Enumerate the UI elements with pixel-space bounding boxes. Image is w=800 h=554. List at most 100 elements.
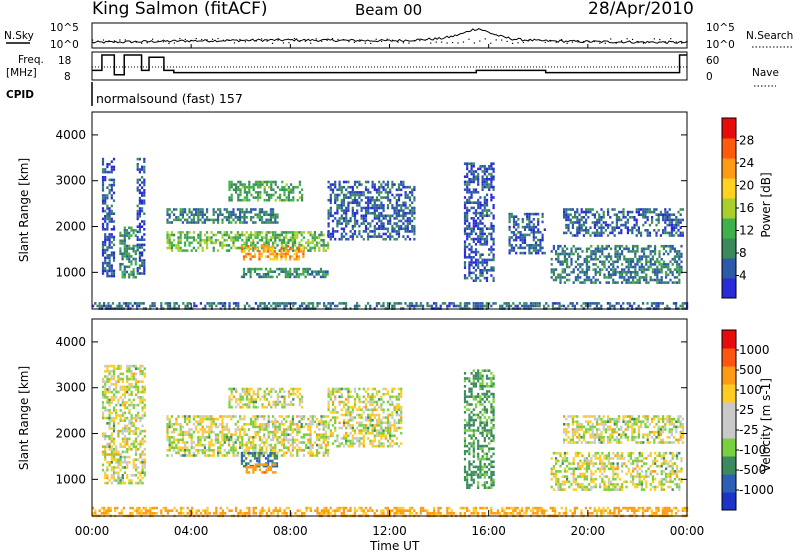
range-cell (272, 180, 275, 184)
range-cell (119, 239, 122, 243)
range-cell (250, 208, 253, 211)
range-cell (160, 302, 163, 305)
range-cell (219, 302, 222, 305)
range-cell (272, 454, 275, 457)
range-cell (612, 278, 615, 282)
range-cell (112, 375, 116, 378)
range-cell (605, 257, 608, 261)
range-cell (289, 425, 292, 429)
range-cell (104, 251, 107, 254)
range-cell (481, 230, 484, 233)
range-cell (400, 206, 403, 210)
freq-strip: Freq. [MHz] 18 8 60 0 Nave (6, 51, 779, 87)
range-cell (327, 449, 330, 452)
range-cell (360, 209, 363, 212)
range-cell (369, 198, 372, 202)
range-cell (267, 270, 270, 273)
range-cell (483, 240, 486, 243)
range-cell (468, 178, 471, 181)
range-cell (246, 403, 249, 406)
range-cell (413, 232, 416, 236)
range-cell (528, 233, 531, 237)
range-cell (340, 185, 343, 189)
range-cell (393, 302, 396, 305)
range-cell (670, 229, 673, 232)
range-cell (179, 238, 182, 242)
range-cell (234, 213, 237, 216)
range-cell (272, 423, 275, 426)
range-cell (309, 420, 312, 423)
range-cell (397, 230, 401, 233)
range-cell (595, 304, 598, 308)
range-cell (117, 435, 120, 438)
range-cell (123, 455, 127, 459)
range-cell (329, 201, 332, 205)
range-cell (406, 222, 409, 225)
range-cell (166, 241, 169, 245)
range-cell (269, 257, 272, 261)
range-cell (110, 165, 113, 169)
range-cell (112, 370, 116, 373)
range-cell (397, 219, 401, 223)
range-cell (195, 238, 198, 242)
range-cell (252, 398, 255, 401)
range-cell (591, 302, 594, 305)
range-cell (247, 210, 250, 214)
range-cell (530, 246, 533, 250)
range-cell (177, 246, 180, 250)
range-cell (264, 275, 268, 279)
range-cell (307, 417, 310, 421)
nsearch-point (577, 41, 579, 43)
range-cell (230, 196, 233, 199)
range-cell (283, 241, 286, 245)
range-cell (479, 302, 482, 305)
range-cell (336, 230, 339, 233)
range-cell (230, 216, 233, 219)
range-cell (247, 252, 250, 256)
range-cell (280, 443, 283, 447)
range-cell (302, 454, 305, 457)
range-cell (625, 270, 628, 274)
range-cell (643, 255, 646, 258)
range-cell (190, 436, 193, 439)
range-cell (232, 244, 235, 247)
range-cell (138, 272, 141, 275)
range-cell (239, 400, 242, 404)
range-cell (239, 208, 242, 211)
range-cell (353, 232, 357, 236)
range-cell (268, 403, 271, 406)
range-cell (232, 236, 235, 239)
range-cell (134, 450, 138, 454)
range-cell (143, 375, 146, 378)
range-cell (671, 244, 674, 248)
range-cell (143, 199, 146, 202)
range-cell (364, 209, 368, 212)
range-cell (286, 275, 290, 279)
range-cell (106, 409, 109, 412)
range-cell (121, 401, 124, 404)
range-cell (128, 234, 131, 237)
range-cell (353, 180, 357, 184)
range-cell (136, 215, 139, 218)
range-cell (134, 275, 137, 279)
range-cell (177, 241, 180, 245)
range-cell (243, 443, 246, 447)
range-cell (217, 216, 220, 219)
range-cell (280, 231, 283, 234)
range-cell (230, 246, 233, 250)
range-cell (662, 265, 665, 269)
range-cell (474, 258, 478, 262)
range-cell (132, 268, 135, 271)
range-cell (285, 420, 288, 423)
range-cell (228, 451, 231, 455)
range-cell (338, 222, 341, 225)
range-cell (627, 278, 630, 282)
range-cell (568, 265, 571, 269)
range-cell (212, 451, 215, 455)
range-cell (239, 446, 242, 449)
range-cell (320, 244, 323, 247)
range-cell (143, 160, 146, 163)
range-cell (108, 254, 111, 257)
range-cell (201, 221, 204, 224)
range-cell (128, 231, 131, 235)
